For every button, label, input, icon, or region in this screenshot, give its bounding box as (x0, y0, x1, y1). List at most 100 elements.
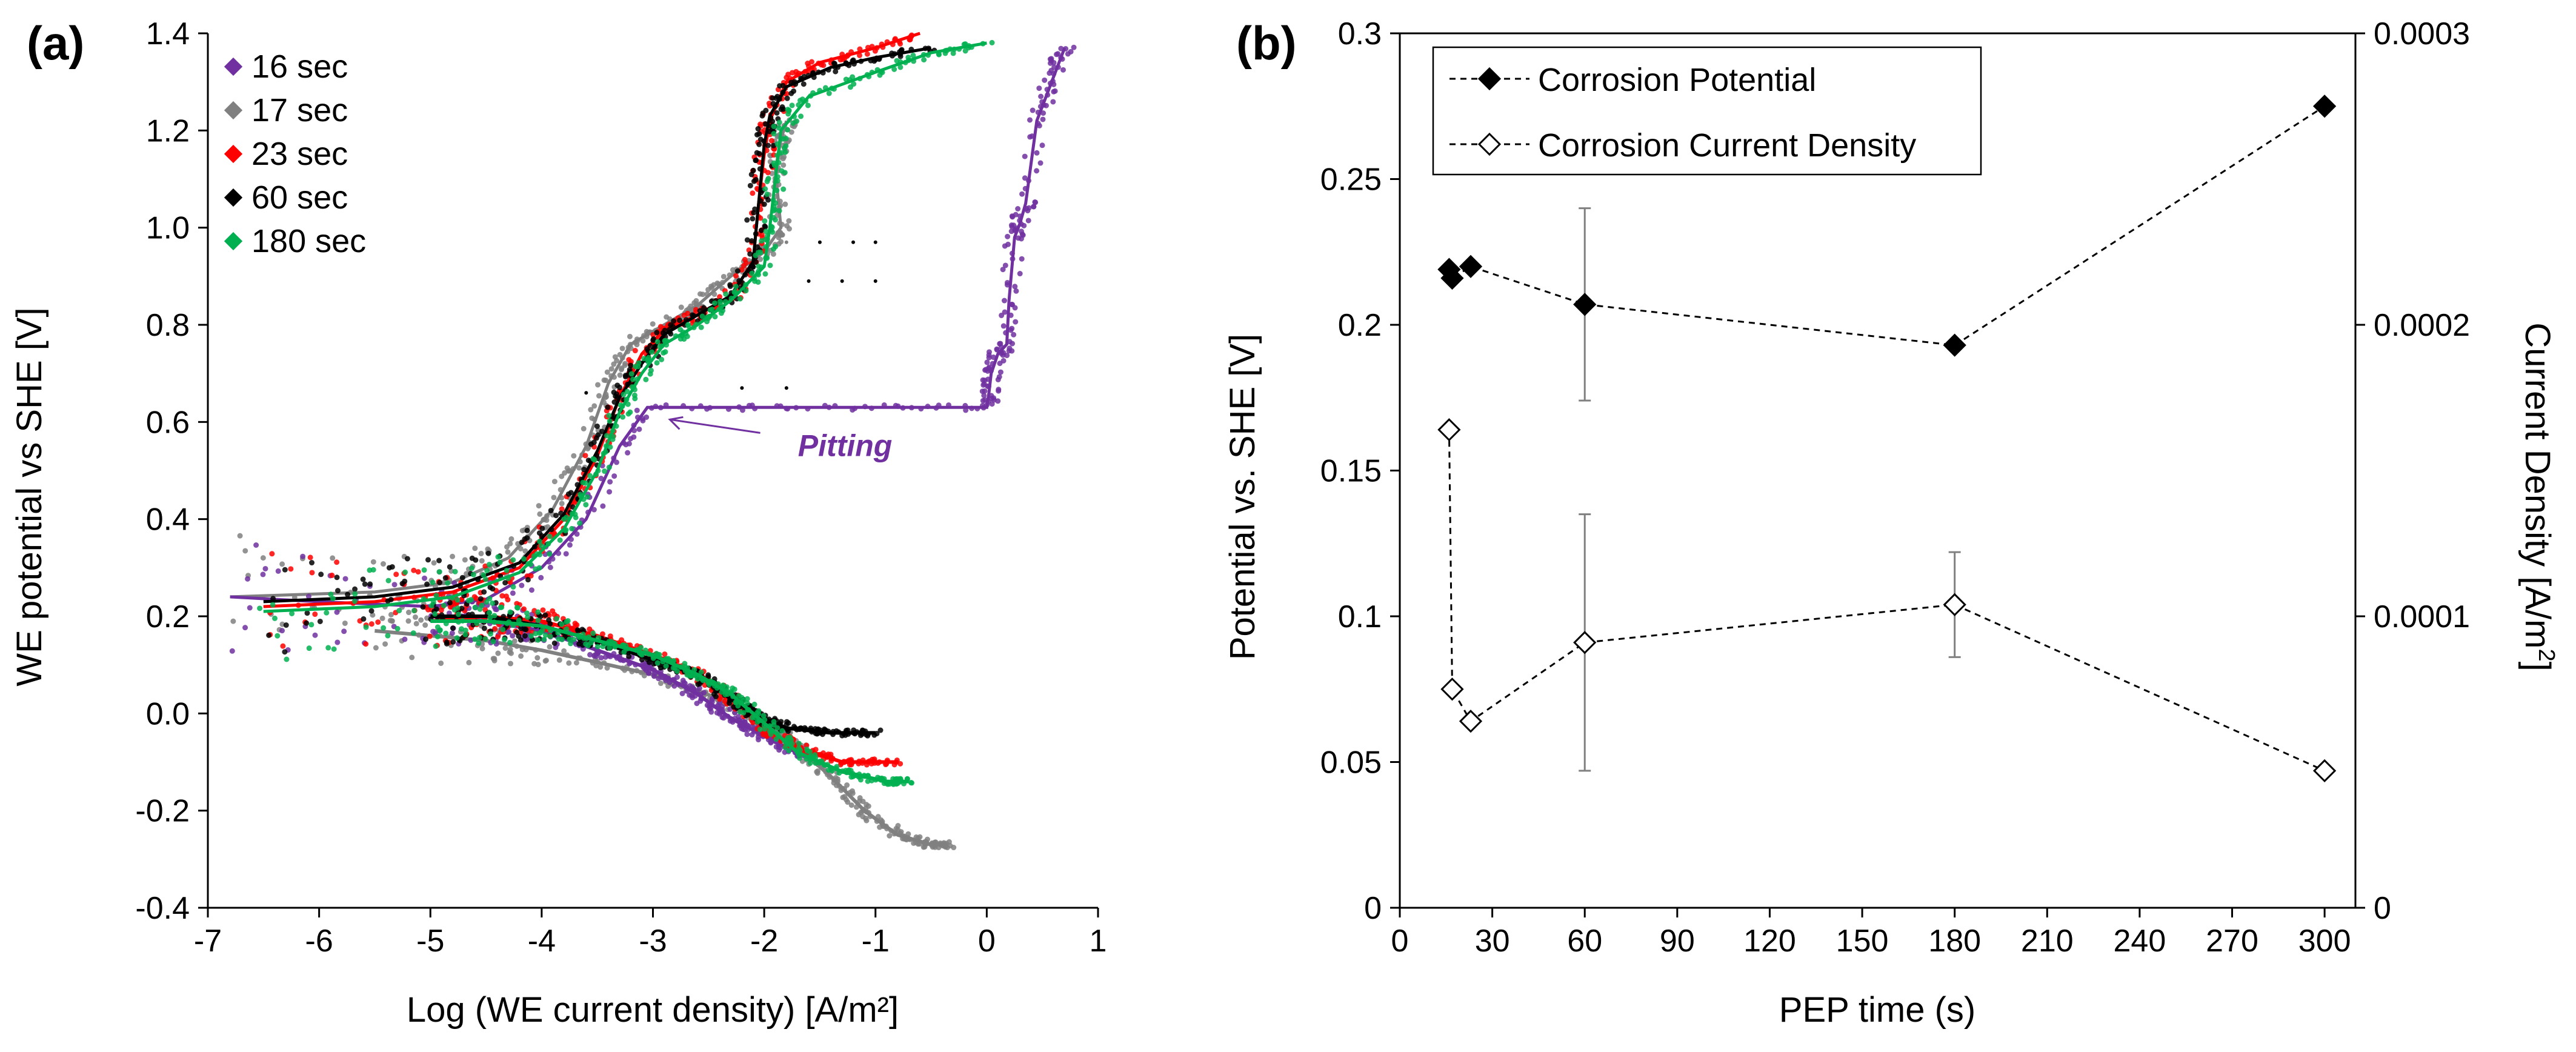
data-point (500, 627, 506, 633)
data-point (567, 542, 573, 548)
stray-point (873, 279, 877, 283)
data-point (430, 579, 436, 585)
data-point (833, 68, 839, 75)
y-tick-label: 0.05 (1320, 745, 1382, 781)
data-point (473, 595, 479, 601)
data-point (618, 367, 624, 373)
data-point (636, 360, 642, 366)
data-point (1019, 256, 1025, 262)
data-point (604, 433, 610, 439)
data-point (751, 701, 757, 707)
data-point (626, 653, 632, 659)
y-tick-label: 1.0 (146, 211, 190, 246)
x-tick-label: 180 (1928, 924, 1981, 959)
data-point (492, 626, 498, 632)
data-point (230, 618, 236, 624)
data-point (768, 138, 774, 144)
data-point (617, 372, 623, 378)
data-point (422, 622, 428, 628)
y2-title-main: Current Density [A/m (2518, 322, 2557, 648)
data-point (591, 439, 597, 445)
data-point (328, 591, 334, 598)
data-point (547, 564, 553, 570)
data-point (455, 611, 461, 618)
data-point (477, 606, 483, 612)
data-point (1065, 51, 1071, 57)
data-point (1036, 85, 1042, 92)
data-point (895, 823, 901, 829)
data-point (533, 631, 539, 637)
data-point (744, 696, 750, 702)
x-tick-label: 1 (1090, 924, 1107, 959)
data-point (271, 615, 278, 621)
y-tick-label: -0.2 (135, 794, 190, 829)
data-point (685, 310, 691, 316)
data-point (676, 318, 682, 324)
y-tick-label: 0.8 (146, 308, 190, 343)
data-point (650, 321, 656, 327)
data-point (657, 324, 664, 330)
data-point (781, 154, 787, 160)
data-point (765, 142, 771, 148)
data-point (826, 90, 832, 96)
data-point (280, 643, 286, 649)
panel-b-y2-axis-title: Current Density [A/m2] (2518, 322, 2559, 671)
data-point (643, 376, 649, 382)
data-point (641, 356, 647, 362)
data-point (778, 239, 784, 245)
data-point (478, 596, 484, 602)
data-point (1011, 331, 1017, 338)
data-point (724, 684, 730, 690)
data-point (571, 636, 577, 642)
data-point (750, 167, 756, 173)
data-point (406, 610, 412, 616)
legend-marker (1477, 67, 1502, 91)
legend-marker-23-sec (224, 144, 243, 164)
data-point (685, 322, 691, 328)
data-point (584, 494, 590, 500)
data-point (488, 631, 494, 637)
data-point (742, 256, 748, 262)
data-point (510, 590, 516, 596)
data-point (437, 579, 443, 585)
data-point (756, 131, 762, 137)
data-point (459, 626, 465, 632)
data-point (607, 489, 613, 495)
data-point (559, 506, 565, 512)
data-point (430, 628, 436, 634)
data-point (329, 572, 335, 578)
data-point (798, 113, 804, 119)
data-point (999, 312, 1005, 318)
data-point (894, 58, 900, 64)
data-point (1031, 204, 1037, 210)
data-point (433, 643, 439, 649)
data-point (536, 530, 542, 536)
data-point (587, 651, 593, 658)
data-point (257, 605, 263, 611)
data-point (275, 568, 281, 574)
data-point (1034, 150, 1040, 156)
data-point (502, 580, 508, 586)
data-point (622, 362, 628, 368)
panel-a-legend: 16 sec 17 sec 23 sec 60 sec 180 sec (224, 48, 366, 259)
data-point (524, 610, 530, 616)
data-point (487, 584, 493, 590)
data-point (771, 160, 777, 166)
data-point (627, 367, 633, 373)
data-point (583, 502, 589, 508)
data-point (789, 102, 795, 108)
panel-b-ticks: 0 30 60 90 120 150 180 210 240 270 300 0 0.05 0.1 0.15… (1320, 16, 2470, 959)
data-point (753, 176, 759, 182)
data-point (1943, 593, 1966, 616)
data-point (723, 291, 729, 297)
data-point (620, 414, 626, 420)
data-point (910, 52, 916, 58)
data-point (749, 238, 755, 244)
data-point (771, 131, 777, 137)
data-point (619, 345, 625, 351)
data-point (542, 612, 548, 618)
data-point (420, 604, 426, 610)
data-point (535, 618, 541, 624)
data-point (424, 581, 430, 587)
data-point (1013, 211, 1019, 218)
